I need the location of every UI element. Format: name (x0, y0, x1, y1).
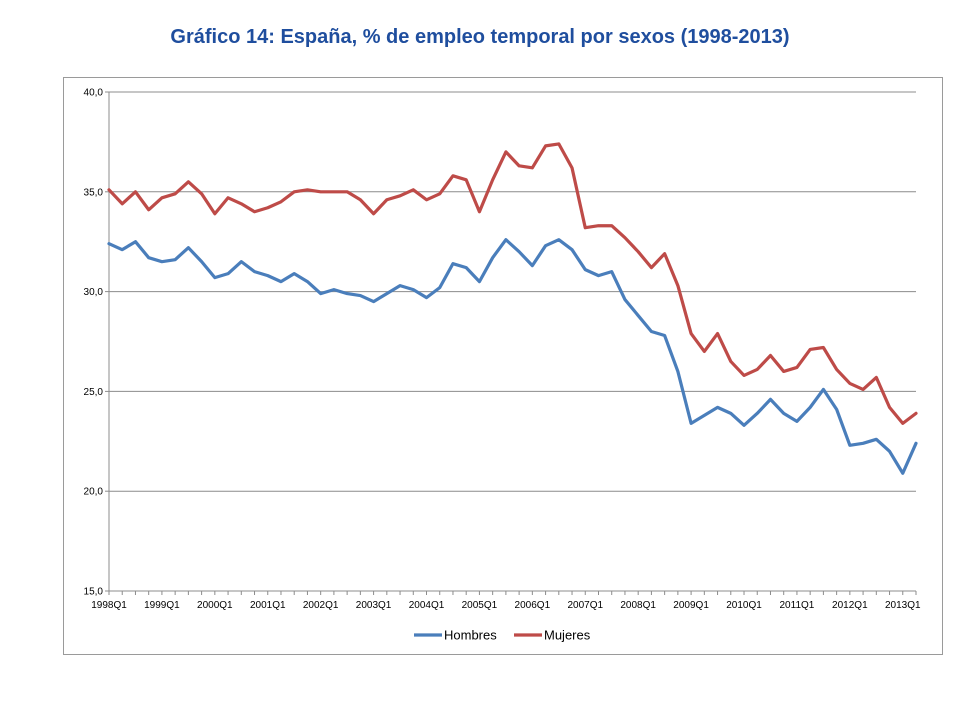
series-line-hombres (107, 238, 918, 475)
y-tick-label: 40,0 (84, 88, 104, 99)
y-tick-label: 30,0 (84, 287, 104, 298)
chart-frame: 15,0 20,0 25,0 30,0 35,0 40,0 1998Q1 1999Q1 200… (63, 77, 943, 655)
legend-label: Hombres (444, 628, 497, 643)
x-tick-label: 2010Q1 (726, 600, 762, 611)
y-axis-ticks: 15,0 20,0 25,0 30,0 35,0 40,0 (84, 88, 109, 598)
x-axis-ticks: 1998Q1 1999Q1 2000Q1 2001Q1 2002Q1 2003Q1 2004… (91, 591, 921, 611)
chart-title: Gráfico 14: España, % de empleo temporal… (170, 26, 790, 48)
x-tick-label: 2011Q1 (780, 600, 815, 611)
x-tick-label: 2007Q1 (567, 600, 603, 611)
y-tick-label: 20,0 (84, 487, 104, 498)
legend: Hombres Mujeres (414, 628, 591, 643)
x-tick-label: 2003Q1 (356, 600, 392, 611)
x-tick-label: 2009Q1 (673, 600, 709, 611)
series-lines (107, 142, 918, 475)
x-tick-label: 2013Q1 (885, 600, 921, 611)
y-tick-label: 35,0 (84, 187, 104, 198)
x-tick-label: 2008Q1 (620, 600, 656, 611)
x-tick-label: 2002Q1 (303, 600, 339, 611)
y-tick-label: 25,0 (84, 387, 104, 398)
x-tick-label: 2004Q1 (409, 600, 445, 611)
x-tick-label: 1999Q1 (144, 600, 180, 611)
series-line-mujeres (107, 142, 918, 425)
x-tick-label: 1998Q1 (91, 600, 127, 611)
x-tick-label: 2001Q1 (250, 600, 286, 611)
axes (108, 92, 916, 592)
gridlines (109, 91, 916, 492)
x-tick-label: 2006Q1 (515, 600, 551, 611)
line-chart: 15,0 20,0 25,0 30,0 35,0 40,0 1998Q1 1999Q1 200… (84, 88, 921, 643)
x-tick-label: 2000Q1 (197, 600, 233, 611)
x-tick-label: 2005Q1 (462, 600, 498, 611)
legend-label: Mujeres (544, 628, 591, 643)
x-tick-label: 2012Q1 (832, 600, 868, 611)
y-tick-label: 15,0 (84, 587, 104, 598)
